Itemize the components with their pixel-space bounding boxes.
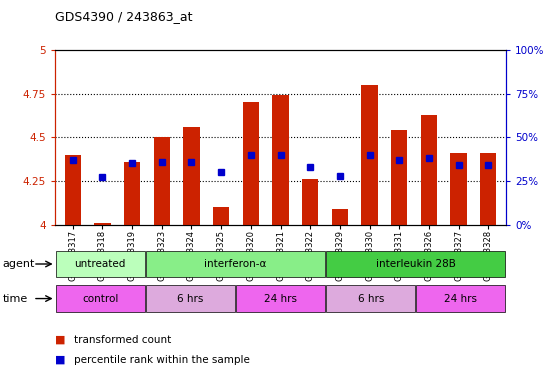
Text: untreated: untreated [74,259,126,269]
Bar [326,285,415,312]
Bar [421,114,437,225]
Bar [153,137,170,225]
Bar [65,155,81,225]
Text: control: control [82,293,118,304]
Bar [56,285,145,312]
Bar [326,251,505,277]
Bar [450,153,467,225]
Text: agent: agent [3,259,35,269]
Bar [480,153,496,225]
Text: percentile rank within the sample: percentile rank within the sample [74,355,250,365]
Bar [213,207,229,225]
Bar [94,223,111,225]
Bar [416,285,505,312]
Bar [243,103,259,225]
Bar [56,251,145,277]
Bar [272,95,289,225]
Bar [391,130,408,225]
Bar [332,209,348,225]
Text: 6 hrs: 6 hrs [358,293,384,304]
Bar [146,285,235,312]
Text: ■: ■ [55,335,65,345]
Bar [146,251,325,277]
Bar [124,162,140,225]
Text: time: time [3,293,28,304]
Text: GDS4390 / 243863_at: GDS4390 / 243863_at [55,10,192,23]
Bar [361,85,378,225]
Text: 24 hrs: 24 hrs [444,293,477,304]
Text: transformed count: transformed count [74,335,172,345]
Bar [302,179,318,225]
Text: interferon-α: interferon-α [204,259,267,269]
Bar [183,127,200,225]
Text: 24 hrs: 24 hrs [264,293,297,304]
Text: interleukin 28B: interleukin 28B [376,259,456,269]
Text: 6 hrs: 6 hrs [177,293,204,304]
Bar [236,285,325,312]
Text: ■: ■ [55,355,65,365]
